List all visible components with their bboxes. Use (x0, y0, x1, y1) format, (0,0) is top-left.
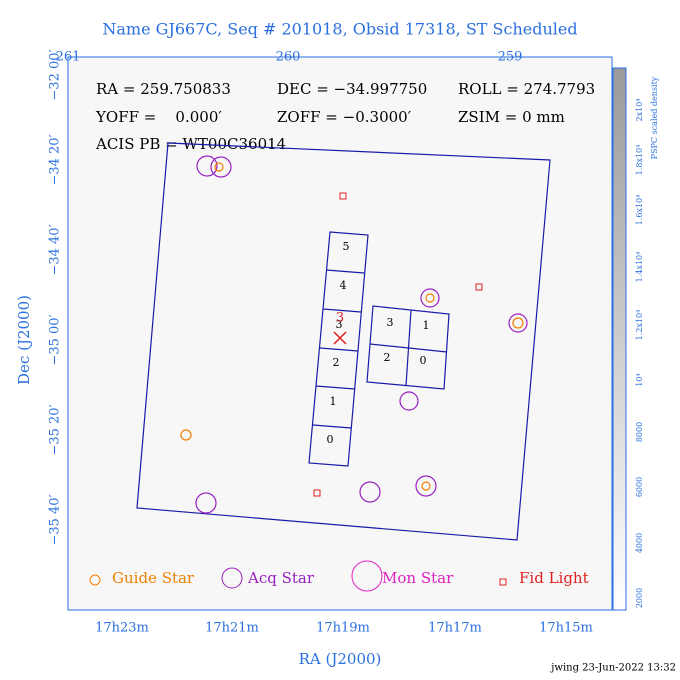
chip-label: 1 (423, 319, 430, 332)
bottom-tick-label: 17h19m (316, 621, 370, 636)
left-tick-label: −34 20′ (48, 134, 63, 185)
chip-label: 5 (343, 240, 350, 253)
footprint (136, 142, 551, 541)
info-text: RA = 259.750833 (96, 80, 231, 98)
bottom-tick-label: 17h15m (539, 621, 593, 636)
chip-label: 3 (336, 318, 343, 331)
top-tick-label: 260 (276, 50, 301, 65)
fid-lights (313, 192, 483, 497)
aimpoint (333, 331, 347, 345)
chip-label: 0 (420, 354, 427, 367)
legend-label: Guide Star (112, 569, 195, 587)
bottom-tick-label: 17h21m (205, 621, 259, 636)
chip-label: 4 (340, 279, 347, 292)
colorbar-label: 1.6x10⁴ (635, 195, 644, 226)
plot-frame (67, 56, 613, 611)
aimpoint-label: 3 (336, 311, 344, 326)
info-text: ZSIM = 0 mm (458, 108, 565, 126)
colorbar-title: PSPC scaled density (650, 76, 659, 159)
chip-label: 2 (333, 356, 340, 369)
colorbar-label: 1.4x10⁴ (635, 252, 644, 283)
info-text: YOFF = 0.000′ (95, 108, 222, 126)
footer: jwing 23-Jun-2022 13:32 (550, 663, 676, 674)
colorbar-label: 2000 (635, 588, 644, 608)
colorbar-label: 10⁴ (635, 373, 644, 386)
left-tick-label: −35 00′ (48, 314, 63, 365)
left-tick-label: −35 40′ (48, 494, 63, 545)
left-tick-label: −34 40′ (48, 224, 63, 275)
x-axis-title: RA (J2000) (299, 650, 382, 668)
top-tick-label: 259 (498, 50, 523, 65)
colorbar-label: 1.8x10⁴ (635, 145, 644, 176)
legend-label: Fid Light (519, 569, 589, 587)
info-text: ZOFF = −0.3000′ (277, 108, 412, 126)
colorbar-label: 4000 (635, 533, 644, 553)
guide-stars (180, 162, 524, 491)
title: Name GJ667C, Seq # 201018, Obsid 17318, … (102, 20, 577, 39)
bottom-tick-label: 17h23m (95, 621, 149, 636)
colorbar-label: 2x10⁴ (635, 99, 644, 122)
colorbar-label: 1.2x10⁴ (635, 310, 644, 341)
colorbar-label: 8000 (635, 422, 644, 442)
chip-label: 2 (384, 351, 391, 364)
top-tick-label: 261 (56, 50, 81, 65)
legend: Guide Star Acq Star Mon Star Fid Light (89, 560, 589, 592)
bottom-tick-label: 17h17m (428, 621, 482, 636)
colorbar-label: 6000 (635, 477, 644, 497)
info-text: DEC = −34.997750 (277, 80, 427, 98)
legend-label: Acq Star (247, 569, 315, 587)
y-axis-title: Dec (J2000) (15, 295, 33, 385)
left-tick-label: −32 00′ (48, 49, 63, 100)
chip-label: 3 (387, 316, 394, 329)
chip-label: 1 (330, 395, 337, 408)
acq-stars (195, 155, 528, 514)
left-tick-label: −35 20′ (48, 404, 63, 455)
chip-label: 0 (327, 433, 334, 446)
legend-label: Mon Star (382, 569, 454, 587)
colorbar (612, 67, 627, 611)
info-text: ROLL = 274.7793 (458, 80, 595, 98)
